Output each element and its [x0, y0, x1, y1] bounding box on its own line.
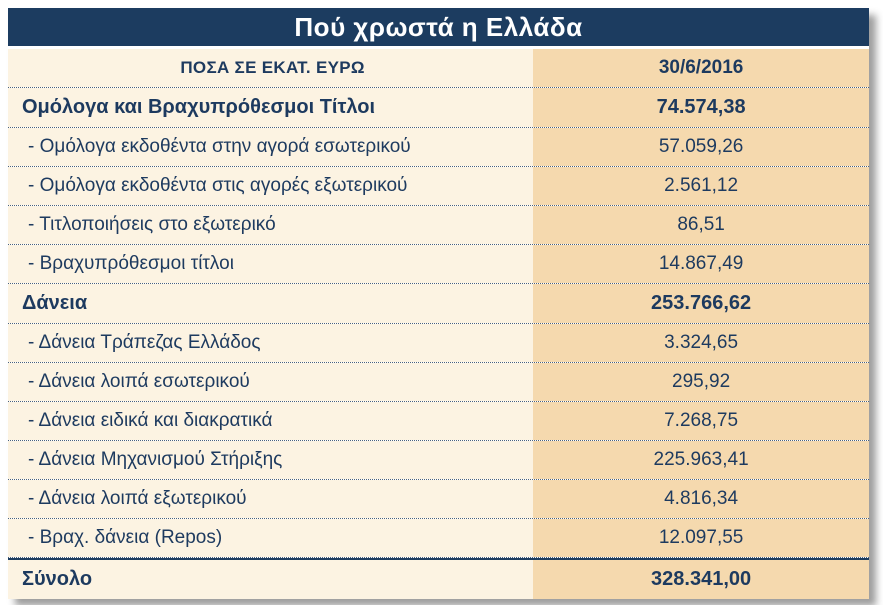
table-header-row: ΠΟΣΑ ΣΕ ΕΚΑΤ. ΕΥΡΩ 30/6/2016	[8, 49, 869, 88]
total-value: 328.341,00	[533, 560, 869, 599]
row-label: - Δάνεια λοιπά εξωτερικού	[8, 480, 534, 518]
table-row: - Δάνεια Μηχανισμού Στήριξης 225.963,41	[8, 441, 869, 480]
row-value: 12.097,55	[533, 519, 869, 557]
row-value: 7.268,75	[533, 402, 869, 440]
table-row: - Δάνεια ειδικά και διακρατικά 7.268,75	[8, 402, 869, 441]
debt-infographic: Πού χρωστά η Ελλάδα ΠΟΣΑ ΣΕ ΕΚΑΤ. ΕΥΡΩ 3…	[8, 8, 869, 599]
row-value: 86,51	[533, 206, 869, 244]
row-label: - Ομόλογα εκδοθέντα στις αγορές εξωτερικ…	[8, 167, 534, 205]
table-row: Δάνεια 253.766,62	[8, 284, 869, 324]
row-label: - Βραχ. δάνεια (Repos)	[8, 519, 534, 557]
column-header-amounts: ΠΟΣΑ ΣΕ ΕΚΑΤ. ΕΥΡΩ	[8, 49, 534, 87]
table-row: - Βραχ. δάνεια (Repos) 12.097,55	[8, 519, 869, 558]
row-label: - Δάνεια Μηχανισμού Στήριξης	[8, 441, 534, 479]
title-bar: Πού χρωστά η Ελλάδα	[8, 8, 869, 49]
row-value: 57.059,26	[533, 128, 869, 166]
table-row: - Ομόλογα εκδοθέντα στις αγορές εξωτερικ…	[8, 167, 869, 206]
row-value: 14.867,49	[533, 245, 869, 283]
table-row: - Δάνεια λοιπά εξωτερικού 4.816,34	[8, 480, 869, 519]
row-value: 295,92	[533, 363, 869, 401]
table-row: - Τιτλοποιήσεις στο εξωτερικό 86,51	[8, 206, 869, 245]
table-total-row: Σύνολο 328.341,00	[8, 558, 869, 599]
table-row: - Δάνεια Τράπεζας Ελλάδος 3.324,65	[8, 324, 869, 363]
row-label: Δάνεια	[8, 284, 534, 323]
column-header-date: 30/6/2016	[533, 49, 869, 87]
row-label: Ομόλογα και Βραχυπρόθεσμοι Τίτλοι	[8, 88, 534, 127]
total-label: Σύνολο	[8, 560, 534, 599]
row-value: 74.574,38	[533, 88, 869, 127]
row-value: 225.963,41	[533, 441, 869, 479]
row-value: 4.816,34	[533, 480, 869, 518]
row-value: 253.766,62	[533, 284, 869, 323]
row-label: - Ομόλογα εκδοθέντα στην αγορά εσωτερικο…	[8, 128, 534, 166]
page-title: Πού χρωστά η Ελλάδα	[294, 12, 583, 42]
table-row: - Βραχυπρόθεσμοι τίτλοι 14.867,49	[8, 245, 869, 284]
row-value: 2.561,12	[533, 167, 869, 205]
debt-table: ΠΟΣΑ ΣΕ ΕΚΑΤ. ΕΥΡΩ 30/6/2016 Ομόλογα και…	[8, 49, 869, 599]
row-value: 3.324,65	[533, 324, 869, 362]
row-label: - Δάνεια Τράπεζας Ελλάδος	[8, 324, 534, 362]
row-label: - Δάνεια ειδικά και διακρατικά	[8, 402, 534, 440]
row-label: - Τιτλοποιήσεις στο εξωτερικό	[8, 206, 534, 244]
table-row: Ομόλογα και Βραχυπρόθεσμοι Τίτλοι 74.574…	[8, 88, 869, 128]
table-row: - Ομόλογα εκδοθέντα στην αγορά εσωτερικο…	[8, 128, 869, 167]
table-row: - Δάνεια λοιπά εσωτερικού 295,92	[8, 363, 869, 402]
row-label: - Δάνεια λοιπά εσωτερικού	[8, 363, 534, 401]
row-label: - Βραχυπρόθεσμοι τίτλοι	[8, 245, 534, 283]
